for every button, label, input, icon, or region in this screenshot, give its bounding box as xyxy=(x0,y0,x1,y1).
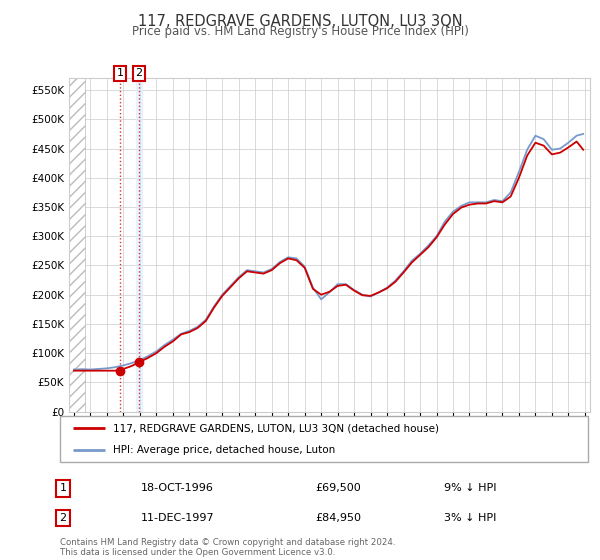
Bar xyxy=(69,78,85,412)
Text: 18-OCT-1996: 18-OCT-1996 xyxy=(141,483,214,493)
Text: £84,950: £84,950 xyxy=(315,513,361,523)
Text: 11-DEC-1997: 11-DEC-1997 xyxy=(141,513,215,523)
Text: 1: 1 xyxy=(59,483,67,493)
Text: 2: 2 xyxy=(59,513,67,523)
Text: 3% ↓ HPI: 3% ↓ HPI xyxy=(444,513,496,523)
Text: Contains HM Land Registry data © Crown copyright and database right 2024.
This d: Contains HM Land Registry data © Crown c… xyxy=(60,538,395,557)
Text: £69,500: £69,500 xyxy=(315,483,361,493)
Text: 117, REDGRAVE GARDENS, LUTON, LU3 3QN (detached house): 117, REDGRAVE GARDENS, LUTON, LU3 3QN (d… xyxy=(113,423,439,433)
Text: 117, REDGRAVE GARDENS, LUTON, LU3 3QN: 117, REDGRAVE GARDENS, LUTON, LU3 3QN xyxy=(137,14,463,29)
Text: 9% ↓ HPI: 9% ↓ HPI xyxy=(444,483,497,493)
Text: Price paid vs. HM Land Registry's House Price Index (HPI): Price paid vs. HM Land Registry's House … xyxy=(131,25,469,38)
FancyBboxPatch shape xyxy=(60,416,588,462)
Text: 1: 1 xyxy=(116,68,124,78)
Text: HPI: Average price, detached house, Luton: HPI: Average price, detached house, Luto… xyxy=(113,445,335,455)
Text: 2: 2 xyxy=(136,68,143,78)
Bar xyxy=(136,78,142,412)
